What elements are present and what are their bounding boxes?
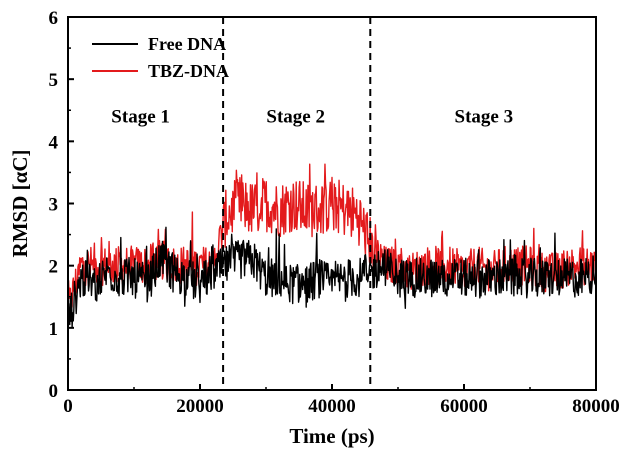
stage-label-2: Stage 2 xyxy=(266,107,325,128)
y-tick-label: 1 xyxy=(49,319,59,340)
x-tick-label: 60000 xyxy=(440,396,488,417)
y-tick-label: 3 xyxy=(49,195,59,216)
y-tick-label: 6 xyxy=(49,8,59,29)
series-layer xyxy=(67,163,597,328)
series-line-free-dna xyxy=(67,226,597,328)
stage-label-layer: Stage 1 Stage 2 Stage 3 xyxy=(111,107,513,128)
x-tick-label: 40000 xyxy=(308,396,356,417)
x-axis-title: Time (ps) xyxy=(289,424,374,448)
legend: Free DNA TBZ-DNA xyxy=(92,34,229,81)
stage-label-3: Stage 3 xyxy=(455,107,514,128)
x-tick-label: 0 xyxy=(63,396,73,417)
axes-layer: 0 20000 40000 60000 80000 0 1 2 3 4 5 6 Time (ps) RMS… xyxy=(8,8,620,448)
legend-label-tbz-dna: TBZ-DNA xyxy=(148,61,229,81)
stage-divider-layer xyxy=(222,17,372,390)
legend-label-free-dna: Free DNA xyxy=(148,34,226,54)
stage-label-1: Stage 1 xyxy=(111,107,170,128)
y-tick-label: 2 xyxy=(49,257,59,278)
y-tick-label: 5 xyxy=(49,70,59,91)
y-tick-label: 0 xyxy=(49,381,59,402)
x-tick-label: 20000 xyxy=(176,396,224,417)
y-tick-label: 4 xyxy=(49,132,59,153)
y-axis-title: RMSD [αC] xyxy=(8,150,32,258)
x-tick-label: 80000 xyxy=(572,396,620,417)
